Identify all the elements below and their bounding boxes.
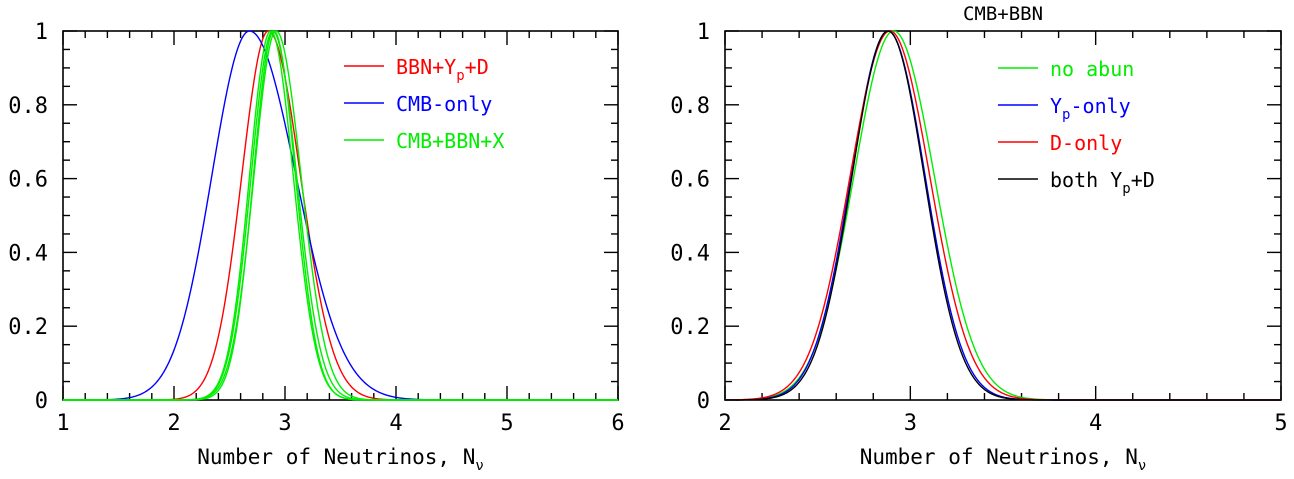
y-tick-label: 1 — [697, 20, 710, 45]
x-tick-label: 3 — [278, 411, 291, 436]
series-line-3 — [724, 30, 1281, 401]
legend-label: no abun — [1050, 57, 1134, 81]
x-tick-label: 4 — [389, 411, 402, 436]
x-tick-label: 5 — [500, 411, 513, 436]
y-tick-label: 0.8 — [670, 94, 710, 119]
x-tick-label: 3 — [904, 411, 917, 436]
x-axis-label: Number of Neutrinos, Nν — [860, 445, 1147, 474]
panel-title: CMB+BBN — [963, 3, 1043, 25]
legend-label: CMB-only — [396, 92, 492, 116]
legend-label: BBN+Yp+D — [396, 55, 489, 84]
panel-left: 1 2 3 4 5 6 0 0.2 0.4 0.6 0.8 1 Number of Neutrinos,… — [8, 20, 624, 474]
y-tick-label: 0.4 — [8, 241, 48, 266]
curves — [724, 30, 1281, 401]
y-tick-label: 0.2 — [670, 315, 710, 340]
legend-label: D-only — [1050, 131, 1122, 155]
legend-label: CMB+BBN+X — [396, 129, 504, 153]
x-tick-label: 5 — [1274, 411, 1287, 436]
series-line-1 — [724, 30, 1281, 401]
series-line-2 — [724, 30, 1281, 401]
x-tick-label: 1 — [56, 411, 69, 436]
y-tick-label: 1 — [35, 20, 48, 45]
plot-frame — [724, 30, 1282, 401]
series-line-5 — [63, 30, 618, 401]
y-tick-label: 0.4 — [670, 241, 710, 266]
y-tick-label: 0.6 — [670, 168, 710, 193]
x-tick-label: 6 — [611, 411, 624, 436]
x-tick-label: 4 — [1089, 411, 1102, 436]
x-tick-label: 2 — [718, 411, 731, 436]
legend-label: both Yp+D — [1050, 168, 1155, 197]
x-axis-label: Number of Neutrinos, Nν — [197, 445, 484, 474]
y-tick-label: 0.8 — [8, 94, 48, 119]
curves — [63, 30, 618, 401]
legend-label: Yp-only — [1050, 94, 1131, 123]
y-tick-label: 0.6 — [8, 168, 48, 193]
y-tick-label: 0 — [697, 389, 710, 414]
series-line-1 — [63, 30, 618, 401]
y-tick-label: 0 — [35, 389, 48, 414]
y-tick-label: 0.2 — [8, 315, 48, 340]
panel-right: 2 3 4 5 0 0.2 0.4 0.6 0.8 1 Number of Neutrinos, N… — [670, 3, 1287, 474]
x-tick-label: 2 — [167, 411, 180, 436]
series-line-0 — [725, 30, 1281, 401]
